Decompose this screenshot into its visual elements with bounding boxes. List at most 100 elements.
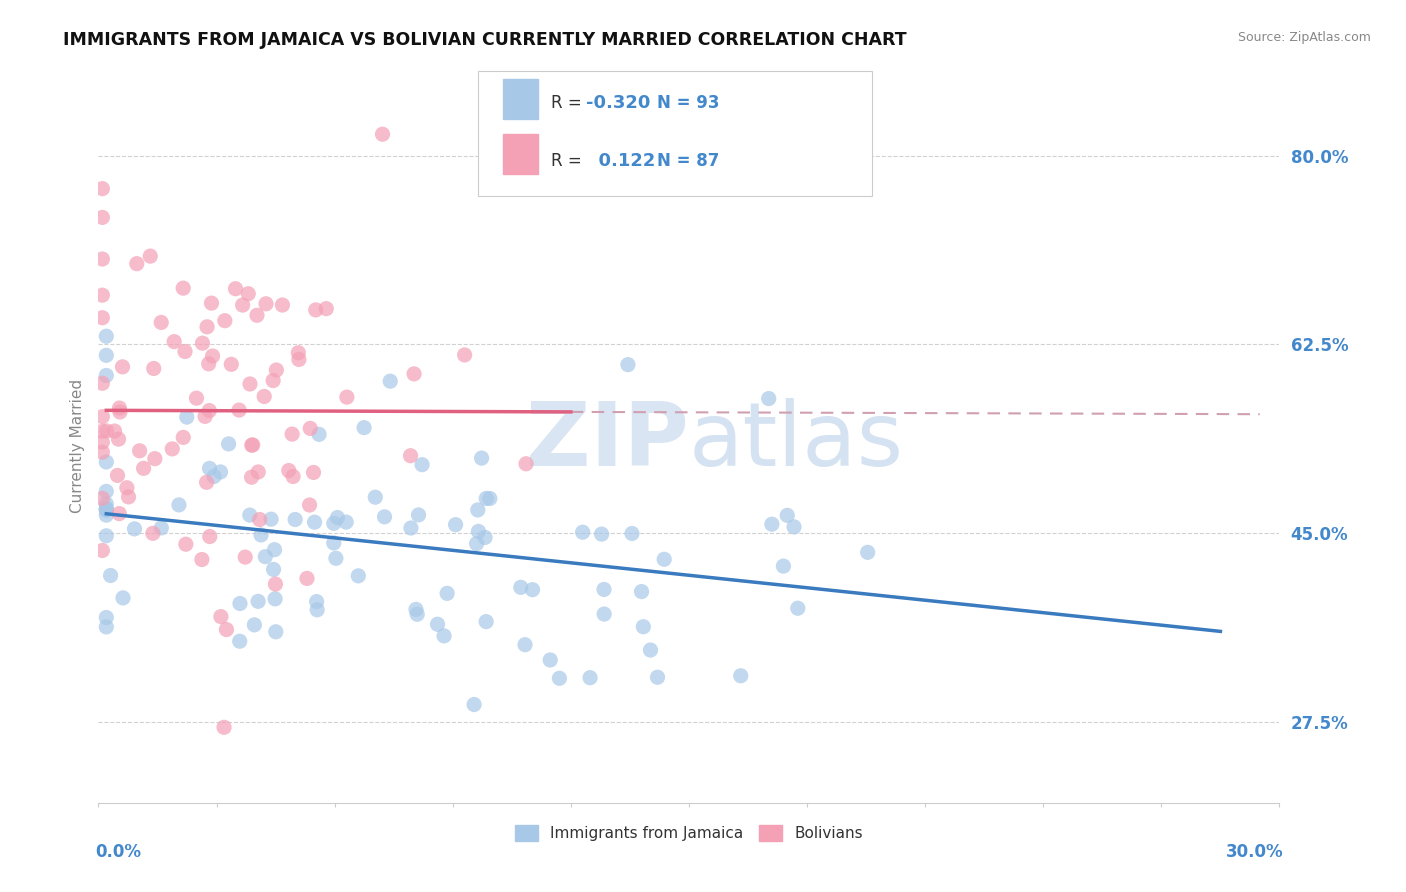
Point bbox=[150, 521, 173, 535]
Point bbox=[772, 559, 794, 574]
Point bbox=[325, 551, 347, 566]
Point bbox=[336, 390, 359, 404]
Text: R =: R = bbox=[551, 153, 588, 170]
Point bbox=[103, 424, 125, 438]
Point bbox=[96, 455, 118, 469]
Point bbox=[150, 315, 173, 329]
Point bbox=[209, 609, 232, 624]
Point bbox=[593, 582, 616, 597]
Point bbox=[167, 498, 190, 512]
Point bbox=[263, 542, 285, 557]
Point bbox=[91, 445, 114, 459]
Point bbox=[172, 430, 194, 444]
Point bbox=[640, 643, 662, 657]
Text: -0.320: -0.320 bbox=[586, 94, 651, 112]
Point bbox=[128, 443, 150, 458]
Point bbox=[247, 594, 270, 608]
Point bbox=[304, 515, 326, 529]
Point bbox=[225, 282, 247, 296]
Point bbox=[478, 491, 501, 506]
Point bbox=[176, 410, 198, 425]
Point bbox=[322, 536, 344, 550]
Point bbox=[571, 525, 593, 540]
Point bbox=[617, 358, 640, 372]
Point bbox=[295, 571, 318, 585]
Point bbox=[163, 334, 186, 349]
Point bbox=[253, 389, 276, 403]
Point bbox=[307, 603, 329, 617]
Point bbox=[281, 469, 304, 483]
Text: 0.122: 0.122 bbox=[586, 153, 655, 170]
Point bbox=[271, 298, 294, 312]
Point bbox=[444, 517, 467, 532]
Point bbox=[305, 302, 328, 317]
Point bbox=[91, 376, 114, 391]
Point bbox=[281, 427, 304, 442]
Point bbox=[238, 286, 260, 301]
Point bbox=[380, 374, 402, 388]
Point bbox=[240, 470, 263, 484]
Point bbox=[299, 421, 322, 435]
Point bbox=[652, 552, 675, 566]
Point bbox=[335, 515, 357, 529]
Point bbox=[96, 348, 118, 362]
Point bbox=[91, 543, 114, 558]
Point bbox=[522, 582, 544, 597]
Point bbox=[347, 569, 370, 583]
Point bbox=[579, 671, 602, 685]
Point bbox=[142, 526, 165, 541]
Point bbox=[513, 638, 536, 652]
Point bbox=[96, 529, 118, 543]
Point bbox=[591, 527, 613, 541]
Point bbox=[142, 361, 165, 376]
Point bbox=[96, 484, 118, 499]
Point bbox=[475, 615, 498, 629]
Text: N = 87: N = 87 bbox=[657, 153, 718, 170]
Point bbox=[239, 376, 262, 391]
Point bbox=[305, 594, 328, 608]
Point bbox=[91, 424, 114, 438]
Point bbox=[198, 461, 221, 475]
Point bbox=[108, 507, 131, 521]
Point bbox=[548, 671, 571, 685]
Point bbox=[250, 528, 273, 542]
Point bbox=[124, 522, 146, 536]
Point bbox=[160, 442, 183, 456]
Point bbox=[515, 457, 537, 471]
Point bbox=[91, 409, 114, 424]
Point bbox=[108, 401, 131, 415]
Point bbox=[108, 405, 131, 419]
Point bbox=[260, 512, 283, 526]
Point bbox=[247, 465, 270, 479]
Point bbox=[264, 591, 287, 606]
Point bbox=[433, 629, 456, 643]
Point bbox=[408, 508, 430, 522]
Point bbox=[302, 466, 325, 480]
Point bbox=[96, 502, 118, 516]
Point bbox=[277, 464, 299, 478]
Point bbox=[633, 620, 655, 634]
Text: ZIP: ZIP bbox=[526, 398, 689, 485]
Point bbox=[620, 526, 643, 541]
Point bbox=[174, 344, 197, 359]
Point bbox=[266, 363, 288, 377]
Point bbox=[436, 586, 458, 600]
Point bbox=[96, 620, 118, 634]
Point bbox=[308, 427, 330, 442]
Point bbox=[229, 597, 252, 611]
Point bbox=[96, 610, 118, 624]
Point bbox=[219, 357, 242, 371]
Point bbox=[776, 508, 799, 523]
Point bbox=[91, 252, 114, 266]
Point bbox=[191, 336, 214, 351]
Point bbox=[264, 624, 287, 639]
Point bbox=[242, 438, 264, 452]
Point bbox=[202, 469, 225, 483]
Point bbox=[254, 297, 277, 311]
Text: R =: R = bbox=[551, 94, 588, 112]
Point bbox=[91, 491, 114, 506]
Point bbox=[758, 392, 780, 406]
Point bbox=[463, 698, 485, 712]
Point bbox=[254, 549, 277, 564]
Point bbox=[96, 501, 118, 516]
